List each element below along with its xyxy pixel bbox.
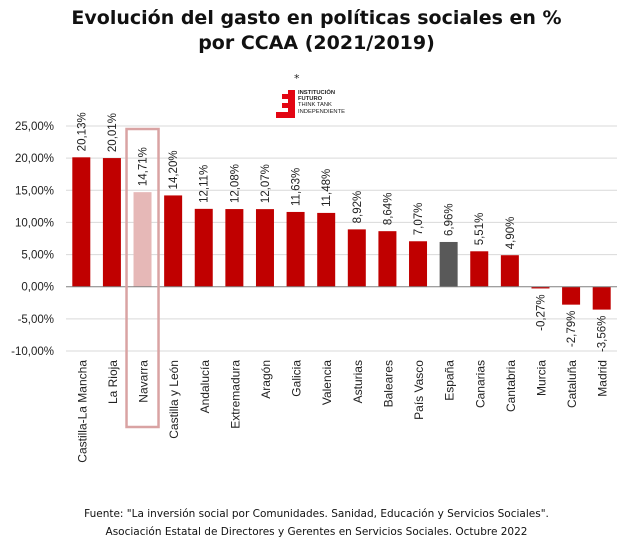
data-label: -3,56% — [597, 316, 609, 352]
data-label: 8,64% — [382, 193, 394, 226]
bar — [409, 241, 428, 287]
bar — [562, 286, 581, 305]
bar-chart: 25,00% 20,00% 15,00% 10,00% 5,00% 0,00% -5,00%… — [11, 112, 617, 463]
category-label: Asturias — [351, 360, 365, 403]
data-label: 12,07% — [260, 164, 272, 203]
chart-title: Evolución del gasto en políticas sociale… — [0, 6, 633, 56]
data-label: 7,07% — [413, 203, 425, 236]
category-label: Extremadura — [228, 360, 242, 429]
data-labels: 20,13% 20,01% 14,71% 14,20% 12,11% 12,08% 12,0… — [76, 112, 608, 352]
y-tick-label: 25,00% — [15, 121, 54, 133]
y-tick-label: 20,00% — [15, 153, 54, 165]
data-label: 8,92% — [352, 191, 364, 224]
category-label: Aragón — [259, 360, 273, 399]
y-tick-label: -10,00% — [11, 346, 54, 358]
institucion-futuro-logo: * INSTITUCIÓN FUTURO THINK TANK INDEPEND… — [276, 72, 376, 122]
data-label: 11,48% — [321, 169, 333, 207]
y-axis-ticks: 25,00% 20,00% 15,00% 10,00% 5,00% 0,00% -5,00%… — [11, 121, 54, 358]
bar — [470, 251, 489, 287]
category-label: Navarra — [137, 360, 151, 403]
highlight-box — [125, 127, 160, 429]
data-label: 11,63% — [291, 168, 303, 206]
chart-title-line1: Evolución del gasto en políticas sociale… — [71, 7, 562, 29]
category-label: Castilla y León — [167, 360, 181, 439]
bar — [255, 209, 274, 287]
bar — [439, 241, 458, 287]
category-label: La Rioja — [106, 360, 120, 404]
category-label: España — [443, 360, 457, 401]
logo-text: INSTITUCIÓN FUTURO THINK TANK INDEPENDIE… — [298, 90, 345, 115]
bar — [133, 192, 152, 287]
highlight-box-rect — [125, 127, 160, 429]
logo-line4: INDEPENDIENTE — [298, 108, 346, 115]
source-line2: Asociación Estatal de Directores y Geren… — [105, 526, 528, 538]
data-label: 14,20% — [168, 150, 180, 189]
logo-line1: INSTITUCIÓN — [298, 90, 336, 96]
bar — [225, 209, 244, 287]
category-label: País Vasco — [412, 360, 426, 420]
bar — [347, 229, 366, 287]
bar — [592, 286, 611, 310]
data-label: 4,90% — [505, 217, 517, 250]
y-tick-label: -5,00% — [18, 314, 54, 326]
bar — [531, 286, 550, 289]
category-label: Castilla-La Mancha — [75, 360, 89, 463]
category-label: Baleares — [381, 360, 395, 407]
category-label: Valencia — [320, 360, 334, 405]
data-label: 5,51% — [474, 213, 486, 246]
source-note: Fuente: "La inversión social por Comunid… — [0, 505, 633, 541]
bar — [72, 157, 91, 287]
logo-mark-icon — [276, 90, 295, 118]
data-label: 6,96% — [444, 203, 456, 236]
bar — [378, 231, 397, 287]
data-label: -0,27% — [535, 294, 547, 330]
y-tick-label: 10,00% — [15, 217, 54, 229]
x-axis-categories: Castilla-La Mancha La Rioja Navarra Castill… — [75, 360, 609, 463]
logo-line3: THINK TANK — [298, 102, 332, 109]
bar — [164, 195, 183, 287]
bar — [500, 255, 519, 287]
category-label: Murcia — [534, 360, 548, 396]
bar — [194, 208, 213, 287]
bar — [317, 212, 336, 287]
data-label: 12,08% — [229, 164, 241, 203]
data-label: -2,79% — [566, 311, 578, 347]
category-label: Canarias — [473, 360, 487, 408]
chart-title-line2: por CCAA (2021/2019) — [198, 32, 435, 54]
logo-line2: FUTURO — [298, 96, 323, 103]
source-line1: Fuente: "La inversión social por Comunid… — [84, 508, 549, 520]
bar — [286, 211, 305, 287]
y-tick-label: 15,00% — [15, 185, 54, 197]
data-label: 20,13% — [76, 112, 88, 151]
bar — [102, 158, 121, 287]
y-tick-label: 0,00% — [21, 282, 54, 294]
category-label: Andalucía — [198, 360, 212, 414]
data-label: 12,11% — [199, 165, 211, 203]
category-label: Cantabria — [504, 360, 518, 412]
bars — [72, 157, 611, 310]
star-icon: * — [294, 72, 300, 85]
category-label: Cataluña — [565, 360, 579, 408]
y-tick-label: 5,00% — [21, 250, 54, 262]
data-label: 20,01% — [107, 113, 119, 152]
category-label: Galicia — [290, 360, 304, 397]
category-label: Madrid — [596, 360, 610, 397]
data-label: 14,71% — [138, 147, 150, 186]
